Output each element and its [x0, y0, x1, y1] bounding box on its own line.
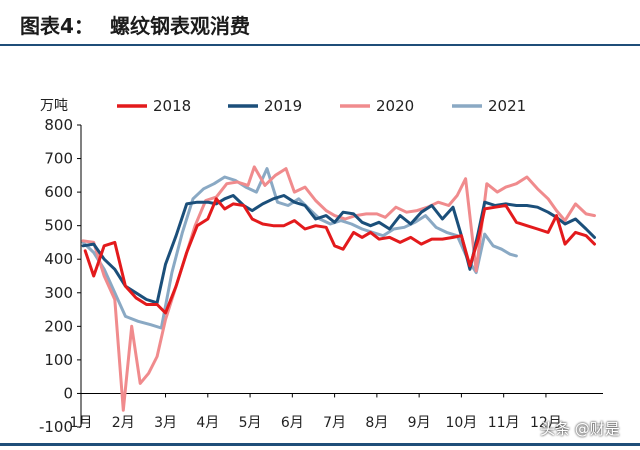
y-tick-label: 700: [44, 150, 73, 168]
chart-legend: 2018 2019 2020 2021: [117, 97, 526, 115]
figure-title: 螺纹钢表观消费: [110, 14, 250, 38]
x-tick-label: 4月: [196, 415, 219, 431]
figure-label: 图表4：: [20, 14, 94, 38]
x-tick-label: 10月: [445, 415, 477, 431]
chart-axes: -100 0 100 200 300 400 500 600 700 800 1月 2月 3月 4月 5月 6…: [39, 116, 603, 436]
legend-label-2018: 2018: [153, 97, 191, 115]
y-tick-label: 800: [44, 116, 73, 134]
watermark: 头条 @财是: [540, 420, 620, 438]
legend-label-2021: 2021: [488, 97, 526, 115]
y-tick-label: 500: [44, 217, 73, 235]
y-tick-label: 300: [44, 284, 73, 302]
footer-rule: [0, 443, 640, 446]
x-tick-label: 2月: [112, 415, 135, 431]
y-tick-label: 200: [44, 317, 73, 335]
x-tick-label: 6月: [281, 415, 304, 431]
x-tick-label: 5月: [239, 415, 262, 431]
legend-label-2019: 2019: [264, 97, 302, 115]
legend-label-2020: 2020: [376, 97, 414, 115]
figure-header: 图表4： 螺纹钢表观消费: [0, 0, 640, 46]
y-tick-label: -100: [39, 418, 73, 436]
y-axis-label: 万吨: [40, 98, 68, 114]
x-tick-label: 9月: [408, 415, 431, 431]
y-tick-label: 400: [44, 250, 73, 268]
x-tick-label: 12月: [530, 415, 562, 431]
header-rule: [0, 44, 640, 46]
x-tick-label: 11月: [488, 415, 520, 431]
y-tick-label: 100: [44, 351, 73, 369]
x-tick-label: 8月: [365, 415, 388, 431]
series-line-2020: [81, 165, 596, 412]
x-tick-label: 7月: [323, 415, 346, 431]
x-tick-label: 1月: [70, 415, 93, 431]
chart-series: [81, 165, 596, 412]
y-tick-label: 0: [63, 384, 73, 402]
series-line-2019: [81, 194, 596, 305]
y-tick-label: 600: [44, 183, 73, 201]
x-tick-label: 3月: [154, 415, 177, 431]
series-line-2018: [83, 197, 596, 315]
